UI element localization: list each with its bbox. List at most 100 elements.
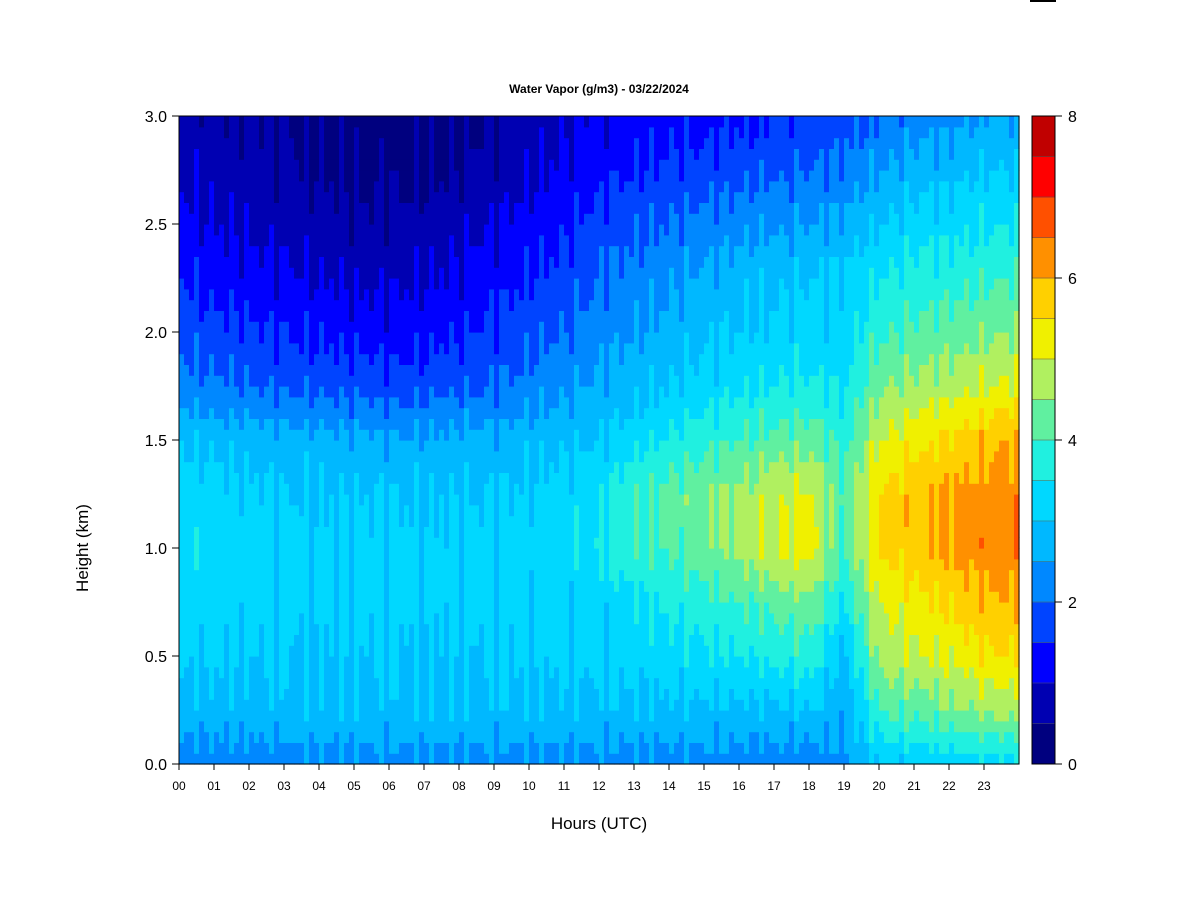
heatmap-cell <box>294 342 300 355</box>
heatmap-cell <box>204 623 210 635</box>
heatmap-cell <box>304 191 310 203</box>
heatmap-cell <box>284 364 290 376</box>
heatmap-cell <box>469 526 475 538</box>
heatmap-cell <box>269 180 275 193</box>
heatmap-cell <box>194 602 200 614</box>
heatmap-cell <box>439 234 445 247</box>
heatmap-cell <box>289 526 295 538</box>
heatmap-cell <box>459 656 465 668</box>
heatmap-cell <box>504 710 510 722</box>
heatmap-cell <box>539 526 545 538</box>
heatmap-cell <box>589 396 595 409</box>
heatmap-cell <box>559 278 565 290</box>
heatmap-cell <box>389 656 395 668</box>
heatmap-cell <box>269 742 275 754</box>
heatmap-cell <box>184 159 190 171</box>
heatmap-cell <box>349 612 355 625</box>
heatmap-cell <box>459 558 465 571</box>
heatmap-cell <box>449 256 455 268</box>
heatmap-cell <box>434 645 440 657</box>
heatmap-cell <box>524 461 530 473</box>
heatmap-cell <box>424 137 430 149</box>
heatmap-cell <box>444 375 450 387</box>
heatmap-cell <box>489 591 495 603</box>
heatmap-cell <box>374 126 380 139</box>
heatmap-cell <box>194 461 200 473</box>
heatmap-cell <box>269 396 275 409</box>
heatmap-cell <box>314 580 320 592</box>
heatmap-cell <box>279 202 285 214</box>
heatmap-cell <box>454 634 460 646</box>
heatmap-cell <box>364 159 370 171</box>
heatmap-cell <box>194 548 200 560</box>
heatmap-cell <box>369 299 375 311</box>
heatmap-cell <box>344 494 350 506</box>
heatmap-cell <box>359 386 365 398</box>
heatmap-cell <box>479 688 485 700</box>
heatmap-cell <box>184 310 190 322</box>
heatmap-cell <box>499 602 505 614</box>
heatmap-cell <box>464 710 470 722</box>
heatmap-cell <box>354 321 360 333</box>
heatmap-cell <box>429 580 435 592</box>
heatmap-cell <box>229 234 235 247</box>
heatmap-cell <box>354 288 360 301</box>
heatmap-cell <box>289 677 295 689</box>
heatmap-cell <box>319 245 325 257</box>
heatmap-cell <box>324 375 330 387</box>
heatmap-cell <box>184 396 190 409</box>
heatmap-cell <box>309 569 315 581</box>
heatmap-cell <box>384 623 390 635</box>
heatmap-cell <box>499 407 505 419</box>
heatmap-cell <box>364 494 370 506</box>
heatmap-cell <box>324 256 330 268</box>
heatmap-cell <box>244 526 250 538</box>
heatmap-cell <box>364 126 370 139</box>
heatmap-cell <box>439 515 445 527</box>
heatmap-cell <box>329 364 335 376</box>
heatmap-cell <box>389 623 395 635</box>
heatmap-cell <box>374 526 380 538</box>
heatmap-cell <box>474 288 480 301</box>
heatmap-cell <box>384 116 390 128</box>
heatmap-cell <box>229 148 235 160</box>
heatmap-cell <box>329 126 335 139</box>
heatmap-cell <box>559 612 565 625</box>
heatmap-cell <box>434 180 440 193</box>
heatmap-cell <box>199 418 205 430</box>
heatmap-cell <box>539 558 545 571</box>
heatmap-cell <box>544 731 550 743</box>
heatmap-cell <box>434 666 440 679</box>
heatmap-cell <box>359 364 365 376</box>
heatmap-cell <box>539 688 545 700</box>
heatmap-cell <box>234 526 240 538</box>
heatmap-cell <box>409 429 415 441</box>
heatmap-cell <box>219 731 225 743</box>
heatmap-cell <box>399 494 405 506</box>
heatmap-cell <box>399 256 405 268</box>
heatmap-cell <box>184 569 190 581</box>
heatmap-cell <box>559 494 565 506</box>
heatmap-cell <box>354 558 360 571</box>
heatmap-cell <box>454 450 460 463</box>
heatmap-cell <box>214 342 220 355</box>
heatmap-cell <box>509 299 515 311</box>
heatmap-cell <box>189 375 195 387</box>
heatmap-cell <box>239 742 245 754</box>
heatmap-cell <box>264 407 270 419</box>
heatmap-cell <box>384 720 390 733</box>
heatmap-cell <box>334 591 340 603</box>
heatmap-cell <box>459 699 465 711</box>
heatmap-cell <box>594 612 600 625</box>
heatmap-cell <box>264 224 270 236</box>
heatmap-cell <box>204 342 210 355</box>
heatmap-cell <box>214 656 220 668</box>
heatmap-cell <box>564 602 570 614</box>
heatmap-cell <box>299 710 305 722</box>
heatmap-cell <box>444 407 450 419</box>
heatmap-cell <box>454 623 460 635</box>
heatmap-cell <box>474 310 480 322</box>
heatmap-cell <box>579 375 585 387</box>
heatmap-cell <box>414 569 420 581</box>
heatmap-cell <box>269 202 275 214</box>
